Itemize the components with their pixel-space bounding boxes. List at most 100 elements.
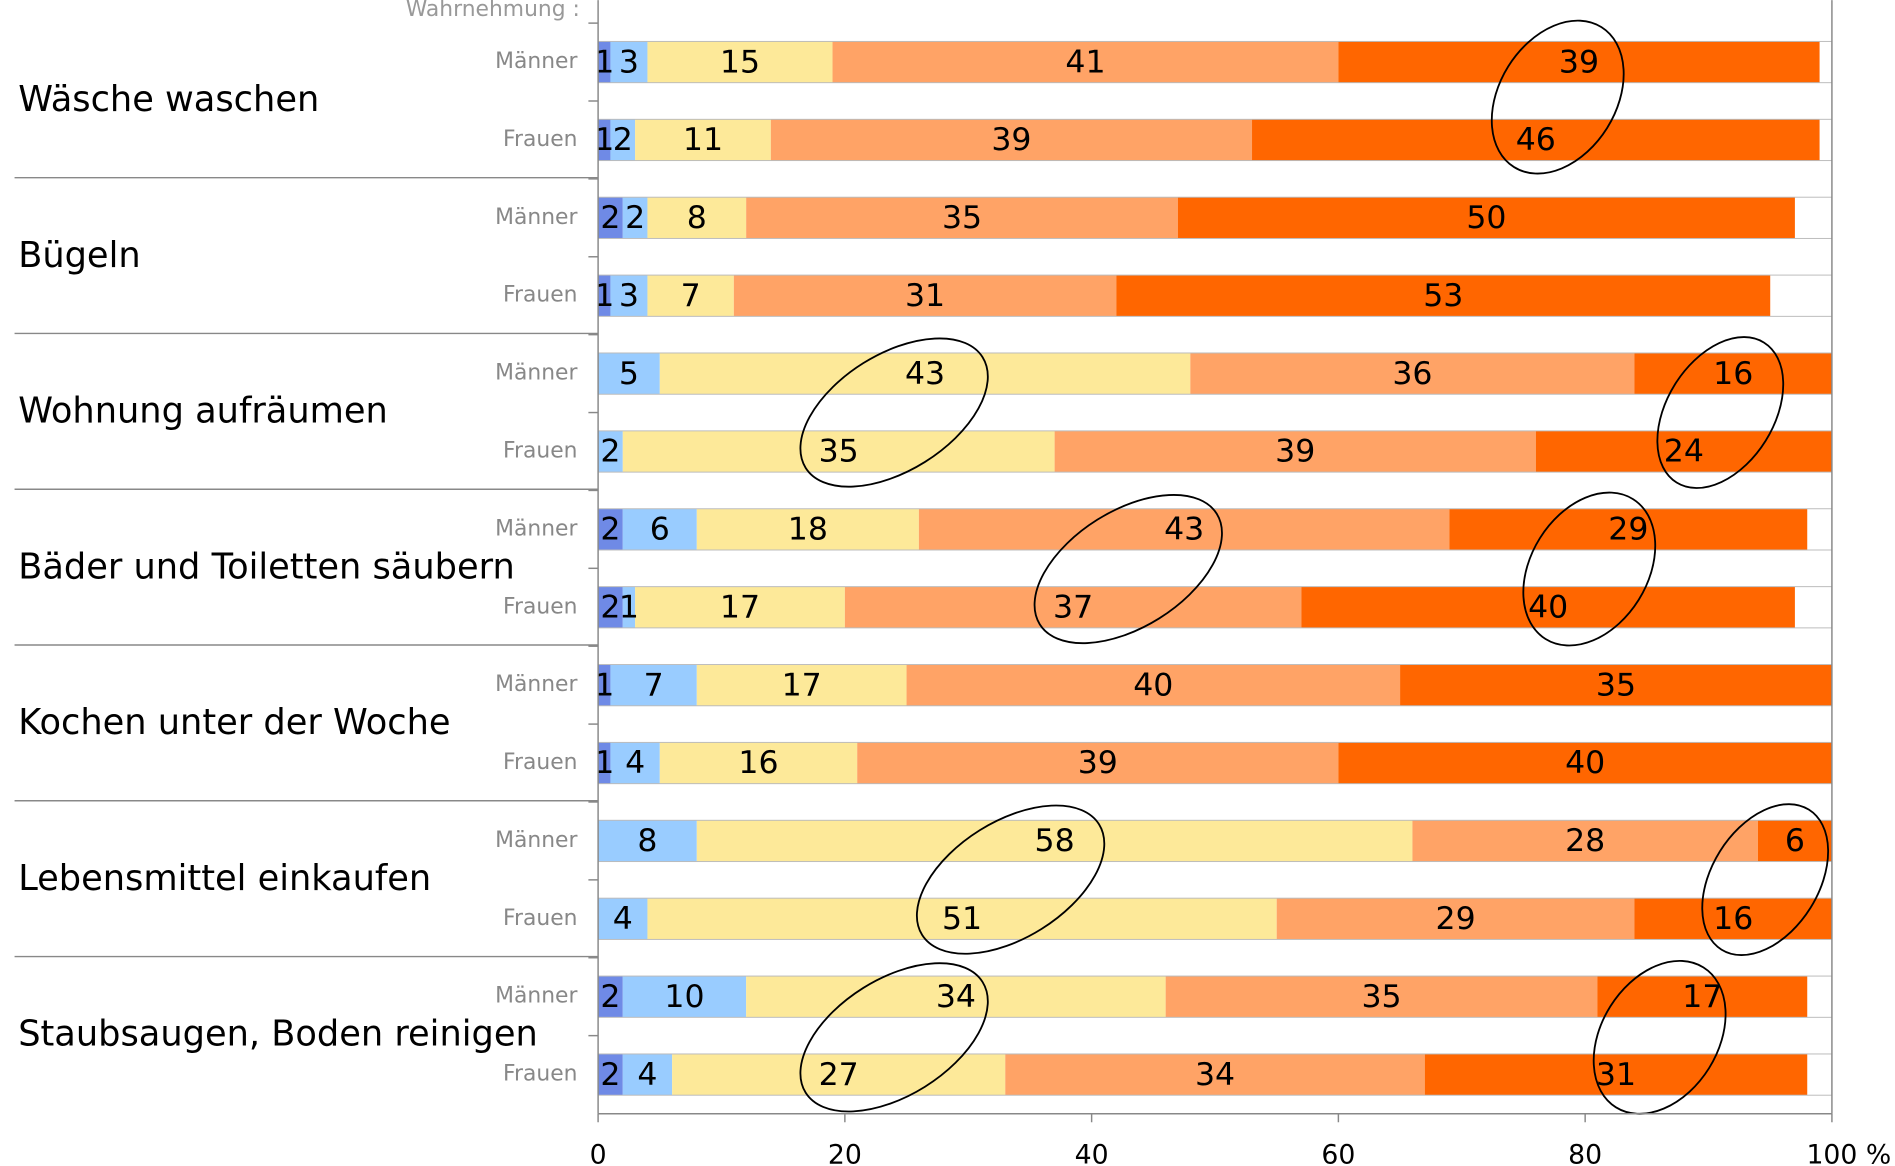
- value-label: 3: [619, 44, 639, 80]
- x-unit: %: [1866, 1140, 1891, 1166]
- value-label: 39: [991, 122, 1031, 158]
- highlight: [1592, 959, 1727, 1115]
- bar-segment: [1276, 898, 1635, 940]
- highlight: [1656, 336, 1785, 489]
- value-label: 1: [619, 589, 639, 625]
- value-label: 2: [613, 122, 633, 158]
- bar-segment: [610, 664, 697, 706]
- bar-segment: [598, 352, 660, 395]
- value-label: 34: [936, 979, 976, 1015]
- x-tick-label: 20: [828, 1140, 862, 1166]
- value-label: 40: [1133, 667, 1173, 703]
- value-label: 29: [1608, 512, 1648, 548]
- row-label: Männer: [495, 984, 577, 1009]
- value-label: 41: [1065, 44, 1105, 80]
- group-label: Wäsche waschen: [18, 79, 319, 120]
- row-label: Männer: [495, 672, 577, 697]
- value-label: 2: [600, 200, 620, 236]
- value-label: 27: [819, 1057, 859, 1093]
- value-label: 2: [600, 434, 620, 470]
- bar-segment: [635, 119, 771, 161]
- bar-segment: [1338, 742, 1832, 784]
- bar-segment: [598, 976, 623, 1018]
- bar-segment: [647, 275, 734, 317]
- bar-segment: [1449, 508, 1808, 551]
- highlight: [1522, 491, 1657, 647]
- value-label: 8: [637, 823, 657, 859]
- row-label: Frauen: [503, 906, 577, 931]
- value-label: 35: [1596, 667, 1636, 703]
- group-label: Bügeln: [18, 235, 140, 276]
- value-label: 39: [1559, 44, 1599, 80]
- bar-segment: [1252, 119, 1820, 161]
- bar-segment: [622, 430, 1055, 473]
- value-label: 6: [650, 512, 670, 548]
- value-label: 17: [782, 667, 822, 703]
- value-label: 37: [1053, 589, 1093, 625]
- value-label: 34: [1195, 1057, 1235, 1093]
- value-label: 4: [625, 745, 645, 781]
- value-label: 17: [1682, 979, 1722, 1015]
- row-label: Männer: [495, 828, 577, 853]
- highlight: [1490, 19, 1625, 175]
- bar-segment: [598, 742, 611, 784]
- value-label: 16: [1713, 356, 1753, 392]
- bar-segment: [746, 197, 1178, 239]
- bar-segment: [622, 197, 648, 239]
- row-label: Männer: [495, 361, 577, 386]
- value-label: 35: [819, 434, 859, 470]
- value-label: 46: [1516, 122, 1556, 158]
- bar-segment: [647, 197, 747, 239]
- bar-segment: [696, 664, 907, 706]
- value-label: 43: [1164, 512, 1204, 548]
- value-label: 2: [600, 979, 620, 1015]
- value-label: 18: [788, 512, 828, 548]
- group-label: Wohnung aufräumen: [18, 391, 388, 432]
- group-label: Bäder und Toiletten säubern: [18, 546, 515, 587]
- value-label: 31: [1596, 1057, 1636, 1093]
- row-label: Frauen: [503, 438, 577, 463]
- bar-segment: [610, 275, 648, 317]
- value-label: 39: [1275, 434, 1315, 470]
- bar-segment: [1757, 820, 1832, 862]
- highlight: [915, 804, 1106, 955]
- bar-segment: [598, 1053, 623, 1096]
- highlight: [799, 337, 989, 488]
- bar-segment: [1424, 1053, 1808, 1096]
- bar-segment: [659, 742, 858, 784]
- bar-segment: [1190, 352, 1635, 395]
- x-tick-label: 100: [1806, 1140, 1857, 1166]
- highlight: [799, 962, 989, 1113]
- value-label: 11: [683, 122, 723, 158]
- x-tick-label: 40: [1075, 1140, 1109, 1166]
- bar-segment: [622, 1053, 673, 1096]
- bar-segment: [610, 742, 660, 784]
- bar-segment: [844, 586, 1302, 628]
- bar-segment: [1634, 898, 1832, 940]
- bar-segment: [659, 352, 1191, 395]
- bar-segment: [918, 508, 1450, 551]
- bar-segment: [598, 41, 611, 83]
- row-label: Frauen: [503, 127, 577, 152]
- bar-segment: [832, 41, 1339, 83]
- x-tick-label: 0: [590, 1140, 607, 1166]
- value-label: 2: [600, 1057, 620, 1093]
- value-label: 16: [738, 745, 778, 781]
- value-label: 28: [1565, 823, 1605, 859]
- value-label: 6: [1785, 823, 1805, 859]
- annotations: [799, 19, 1830, 1115]
- bar-segment: [598, 820, 697, 862]
- value-label: 15: [720, 44, 760, 80]
- row-label: Männer: [495, 49, 577, 74]
- bar-segment: [598, 197, 623, 239]
- row-label: Männer: [495, 516, 577, 541]
- value-label: 1: [594, 44, 614, 80]
- bar-segment: [696, 508, 919, 551]
- value-label: 36: [1392, 356, 1432, 392]
- bar-segment: [1535, 430, 1832, 473]
- bar-segment: [696, 820, 1413, 862]
- group-label: Staubsaugen, Boden reinigen: [18, 1014, 538, 1055]
- value-label: 2: [600, 589, 620, 625]
- value-label: 7: [681, 278, 701, 314]
